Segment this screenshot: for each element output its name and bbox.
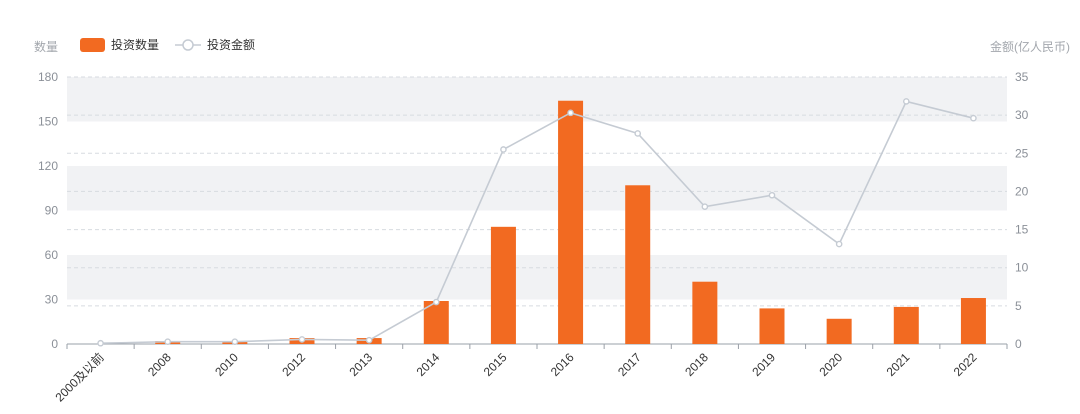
bar bbox=[826, 318, 852, 344]
y-right-tick-label: 30 bbox=[1015, 108, 1029, 122]
grid-band bbox=[67, 77, 1007, 122]
y-left-tick-label: 0 bbox=[51, 337, 58, 351]
bar bbox=[692, 281, 718, 344]
x-tick-label: 2017 bbox=[615, 350, 644, 379]
legend-bar-label: 投资数量 bbox=[111, 38, 160, 52]
line-swatch-icon bbox=[175, 38, 202, 51]
amount-point bbox=[164, 338, 172, 346]
y-left-tick-label: 150 bbox=[38, 115, 58, 129]
bar bbox=[423, 300, 449, 344]
x-tick-label: 2000及以前 bbox=[52, 350, 107, 405]
bar bbox=[558, 100, 584, 344]
bar bbox=[759, 308, 785, 344]
x-tick-label: 2018 bbox=[682, 350, 711, 379]
x-tick-label: 2014 bbox=[414, 350, 443, 379]
x-tick-label: 2016 bbox=[548, 350, 577, 379]
y-right-tick-label: 25 bbox=[1015, 146, 1029, 160]
grid-band bbox=[67, 166, 1007, 211]
x-tick-label: 2012 bbox=[279, 350, 308, 379]
x-tick-label: 2022 bbox=[951, 350, 980, 379]
right-axis-title: 金额(亿人民币) bbox=[990, 40, 1070, 54]
amount-point bbox=[298, 336, 306, 343]
legend: 投资数量 投资金额 bbox=[80, 36, 263, 53]
legend-item-bar[interactable]: 投资数量 bbox=[80, 36, 159, 53]
x-tick-label: 2015 bbox=[481, 350, 510, 379]
amount-point bbox=[365, 336, 373, 344]
amount-point bbox=[701, 203, 709, 210]
amount-point bbox=[231, 338, 239, 346]
amount-point bbox=[634, 130, 642, 137]
y-left-tick-label: 60 bbox=[45, 248, 59, 262]
bar-swatch-icon bbox=[80, 37, 105, 52]
y-left-tick-label: 180 bbox=[38, 70, 58, 84]
amount-point bbox=[970, 114, 977, 122]
y-right-tick-label: 35 bbox=[1015, 70, 1029, 84]
amount-line bbox=[100, 100, 974, 345]
y-right-tick-label: 20 bbox=[1015, 184, 1029, 198]
amount-point bbox=[567, 109, 574, 117]
y-right-tick-label: 5 bbox=[1015, 299, 1022, 313]
amount-point bbox=[500, 146, 507, 153]
y-right-tick-label: 10 bbox=[1015, 261, 1029, 275]
bar bbox=[490, 226, 516, 344]
amount-point bbox=[97, 339, 104, 347]
bar bbox=[625, 185, 651, 344]
y-left-tick-label: 30 bbox=[45, 293, 59, 307]
grid-band bbox=[67, 255, 1007, 300]
y-left-tick-label: 120 bbox=[38, 159, 58, 173]
amount-point bbox=[835, 240, 843, 248]
bar bbox=[960, 298, 986, 344]
legend-line-label: 投资金额 bbox=[207, 38, 256, 52]
amount-point bbox=[768, 191, 776, 199]
bar bbox=[893, 306, 919, 344]
x-tick-label: 2021 bbox=[884, 350, 913, 379]
y-left-tick-label: 90 bbox=[45, 204, 59, 218]
left-axis-title: 数量 bbox=[34, 40, 59, 54]
x-tick-label: 2013 bbox=[346, 350, 375, 379]
legend-item-line[interactable]: 投资金额 bbox=[175, 36, 255, 53]
x-tick-label: 2020 bbox=[816, 350, 845, 379]
y-right-tick-label: 15 bbox=[1015, 223, 1029, 237]
amount-point bbox=[902, 98, 910, 105]
amount-point bbox=[432, 298, 440, 306]
y-right-tick-label: 0 bbox=[1015, 337, 1022, 351]
x-tick-label: 2019 bbox=[749, 350, 778, 379]
x-tick-label: 2010 bbox=[212, 350, 241, 379]
x-tick-label: 2008 bbox=[145, 350, 174, 379]
